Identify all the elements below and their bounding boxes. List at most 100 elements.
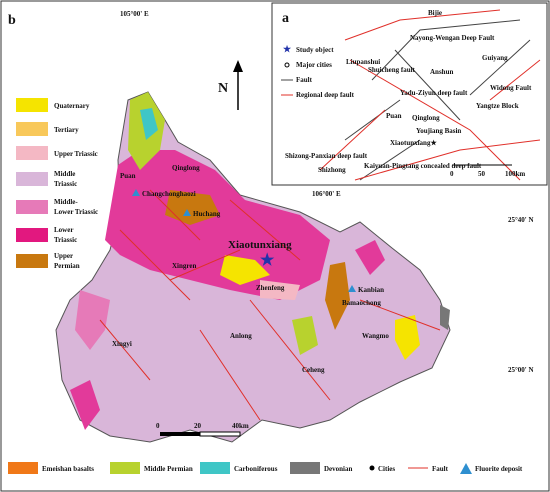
carboniferous bbox=[140, 108, 158, 140]
inset-label: Kaiyuan-Pingtang concealed deep fault bbox=[364, 162, 482, 170]
quaternary bbox=[395, 315, 420, 360]
place-label: Ceheng bbox=[302, 366, 325, 374]
legend-label: Emeishan basalts bbox=[42, 465, 94, 473]
scale-label: 0 bbox=[156, 422, 160, 430]
inset-label: Shizong-Panxian deep fault bbox=[285, 152, 368, 160]
fluorite-deposit bbox=[348, 285, 356, 292]
inset-legend-label: Fault bbox=[296, 76, 313, 84]
place-label: Anlong bbox=[230, 332, 252, 340]
panel-label: b bbox=[8, 13, 16, 28]
fluorite-deposit bbox=[183, 209, 191, 216]
legend-label: Triassic bbox=[54, 180, 77, 188]
inset-label: Yangtze Block bbox=[476, 102, 519, 110]
panel-label: a bbox=[282, 11, 289, 26]
inset-faults bbox=[344, 19, 531, 181]
legend-label: Middle Permian bbox=[144, 465, 193, 473]
legend-label: Devonian bbox=[324, 465, 353, 473]
legend-swatch bbox=[16, 228, 48, 242]
coordinate: 105°00' E bbox=[120, 10, 149, 18]
upper-triassic bbox=[260, 280, 300, 300]
scale-label: 40km bbox=[232, 422, 249, 430]
legend-label: Quaternary bbox=[54, 102, 90, 110]
place-label: Qinglong bbox=[172, 164, 200, 172]
legend-swatch bbox=[16, 122, 48, 136]
lower-triassic bbox=[70, 380, 100, 430]
place-label: Xiaotunxiang bbox=[228, 239, 292, 251]
city-symbol bbox=[369, 465, 375, 471]
places: Qinglong Puan Changchonghaozi Huchang Xi… bbox=[112, 164, 389, 374]
legend-swatch bbox=[16, 254, 48, 268]
inset-label: Liupanshui bbox=[346, 58, 380, 66]
legend-swatch bbox=[16, 146, 48, 160]
middle-permian bbox=[292, 316, 318, 355]
faults bbox=[99, 189, 441, 421]
upper-permian bbox=[325, 262, 350, 330]
inset-legend-label: Major cities bbox=[296, 61, 332, 69]
inset-label: Shuicheng fault bbox=[368, 66, 416, 74]
place-label: Huchang bbox=[193, 210, 221, 218]
legend-label: Lower bbox=[54, 226, 73, 234]
legend-label: Permian bbox=[54, 262, 80, 270]
legend-label: Cities bbox=[378, 465, 395, 473]
legend-label: Fluorite deposit bbox=[475, 465, 523, 473]
inset-label: Nayong-Wengan Deep Fault bbox=[410, 34, 495, 42]
scale-bar bbox=[199, 431, 241, 437]
legend-symbol bbox=[284, 62, 290, 68]
geology bbox=[55, 91, 451, 443]
place-label: Puan bbox=[120, 172, 136, 180]
north-label: N bbox=[218, 81, 228, 96]
inset-legend-label: Regional deep fault bbox=[296, 91, 355, 99]
inset-label: Bijie bbox=[428, 9, 442, 17]
legend-swatch bbox=[16, 172, 48, 186]
place-label: Xingyi bbox=[112, 340, 132, 348]
inset-legend-label: Study object bbox=[296, 46, 334, 54]
legend-label: Lower Triassic bbox=[54, 208, 98, 216]
place-label: Kanbian bbox=[358, 286, 384, 294]
place-label: Bamaochong bbox=[342, 299, 381, 307]
inset-label: Puan bbox=[386, 112, 402, 120]
scale-label: 20 bbox=[194, 422, 202, 430]
legend-symbol: ★ bbox=[283, 44, 292, 54]
north-arrow-head bbox=[233, 60, 243, 72]
place-label: Wangmo bbox=[362, 332, 389, 340]
coordinate: 25°00' N bbox=[508, 366, 534, 374]
inset-scale-label: 50 bbox=[478, 170, 486, 178]
legend-swatch bbox=[110, 462, 140, 474]
inset-label: Yadu-Ziyun deep fault bbox=[400, 89, 468, 97]
quaternary bbox=[220, 255, 270, 285]
inset-label: Guiyang bbox=[482, 54, 508, 62]
inset-label: Anshun bbox=[430, 68, 453, 76]
middle-lower-triassic bbox=[75, 290, 110, 350]
lower-triassic bbox=[355, 240, 385, 275]
legend-bottom: Emeishan basalts Middle Permian Carbonif… bbox=[8, 462, 523, 474]
legend-swatch bbox=[290, 462, 320, 474]
inset-label: Xiaotunxiang★ bbox=[390, 139, 437, 147]
inset-map: a ★ Study object Major cities Fault Regi… bbox=[271, 2, 548, 186]
inset-frame bbox=[271, 2, 548, 186]
inset-scale-label: 100km bbox=[505, 170, 525, 178]
fluorite-symbol bbox=[460, 463, 472, 474]
legend-label: Fault bbox=[432, 465, 449, 473]
inset-scale-label: 0 bbox=[450, 170, 454, 178]
legend-label: Upper bbox=[54, 252, 73, 260]
inset-deep-faults bbox=[319, 9, 541, 181]
legend-label: Carboniferous bbox=[234, 465, 278, 473]
legend-swatch bbox=[200, 462, 230, 474]
fluorite-deposit bbox=[132, 189, 140, 196]
place-label: Xingren bbox=[172, 262, 196, 270]
legend-left: Quaternary Tertiary Upper Triassic Middl… bbox=[16, 98, 98, 270]
coordinate: 106°00' E bbox=[312, 190, 341, 198]
coordinate: 25°40' N bbox=[508, 216, 534, 224]
place-label: Changchonghaozi bbox=[142, 190, 196, 198]
upper-permian bbox=[165, 190, 220, 225]
legend-swatch bbox=[16, 200, 48, 214]
inset-label: Qinglong bbox=[412, 114, 440, 122]
legend-label: Tertiary bbox=[54, 126, 79, 134]
study-object: ★ bbox=[260, 252, 275, 269]
legend-label: Triassic bbox=[54, 236, 77, 244]
lower-triassic bbox=[105, 150, 330, 300]
scale-bar bbox=[160, 432, 200, 436]
devonian bbox=[440, 305, 450, 330]
inset-label: Widong Fault bbox=[490, 84, 532, 92]
